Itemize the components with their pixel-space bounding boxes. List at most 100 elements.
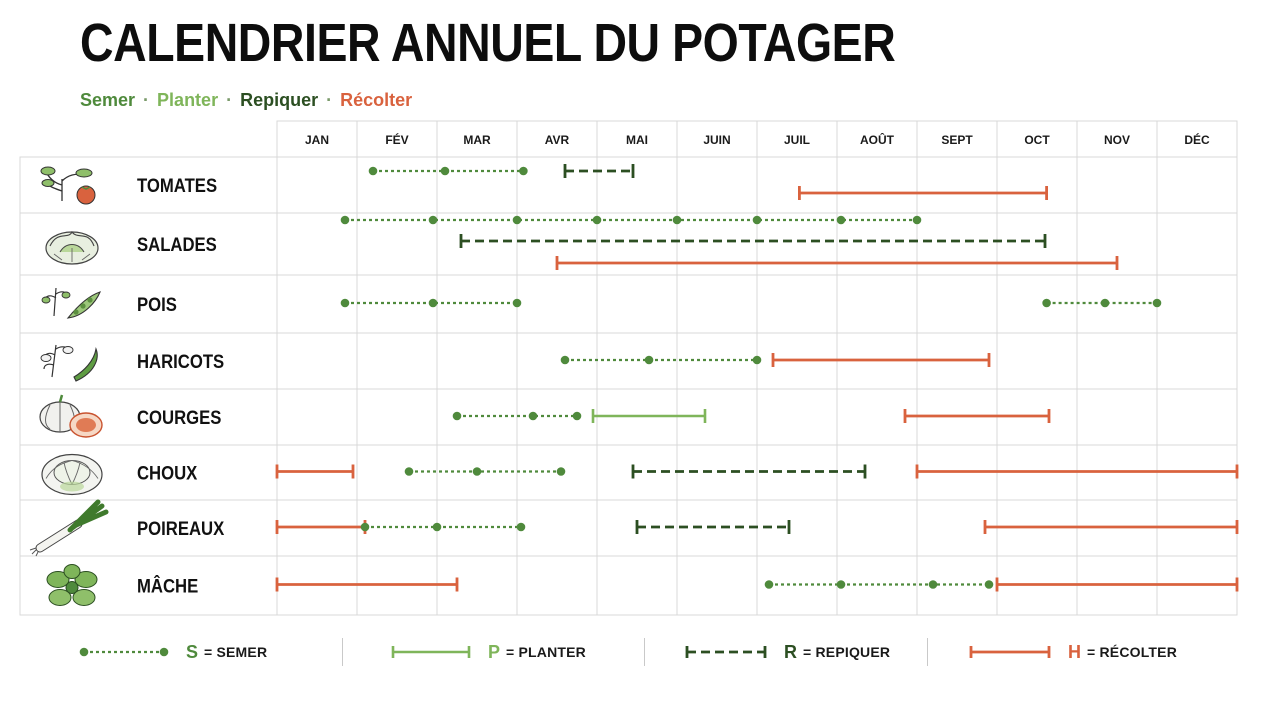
bar-semer [340,298,522,308]
bar-recolter [915,464,1239,479]
legend-item-planter: P = PLANTER [390,630,586,674]
lambs-lettuce-icon [46,564,98,606]
semer-point [340,215,350,225]
pea-icon [41,287,101,319]
semer-point [592,215,602,225]
legend-label-recolter: = RÉCOLTER [1087,644,1178,660]
legend-code-repiquer: R [784,641,797,662]
semer-point [428,215,438,225]
bar-recolter [903,409,1051,423]
bar-semer [368,166,528,176]
month-label: JAN [305,133,329,147]
month-label: JUIL [784,133,810,147]
bar-semer [404,467,566,476]
bar-recolter [798,186,1048,200]
bar-recolter [275,577,459,592]
bar-recolter [275,464,355,479]
subtitle-semer: Semer [80,90,136,110]
bar-recolter [995,577,1239,592]
month-label: AVR [545,133,570,147]
tomato-icon [40,166,96,205]
legend-divider [644,638,645,666]
legend-swatch-recolter [969,646,1051,658]
subtitle-repiquer: Repiquer [240,90,319,110]
semer-point [472,467,482,476]
semer-point [1042,298,1051,308]
subtitle-separator: · [143,90,150,110]
crop-label: POIREAUX [137,518,224,539]
bar-semer [340,215,922,225]
squash-icon [38,393,104,439]
month-label: AOÛT [860,132,895,147]
semer-point [1152,298,1162,308]
semer-point [752,215,762,225]
semer-point [764,580,774,589]
legend-item-recolter: H = RÉCOLTER [968,630,1177,674]
bar-recolter [275,520,367,534]
crop-label: SALADES [137,234,217,255]
month-label: NOV [1104,133,1130,147]
table-frame [19,156,1238,616]
semer-point [556,467,566,476]
crop-label: POIS [137,294,177,315]
legend-label-planter: = PLANTER [506,644,586,660]
semer-point [340,298,350,308]
legend-divider [342,638,343,666]
crop-label: TOMATES [137,175,217,196]
semer-point [432,522,442,532]
semer-point [528,411,538,421]
semer-point [440,166,450,176]
bar-semer [560,355,762,365]
semer-point [836,215,846,225]
semer-point [912,215,922,225]
bar-recolter [555,256,1119,270]
bar-semer [452,411,582,421]
bar-repiquer [459,234,1047,248]
semer-point [984,580,994,589]
bar-recolter [771,353,991,367]
month-label: MAR [463,133,491,147]
subtitle-recolter: Récolter [340,90,413,110]
semer-point [519,166,528,176]
semer-point [672,215,682,225]
legend-code-semer: S [186,641,199,662]
subtitle-separator: · [326,90,333,110]
legend-code-recolter: H [1068,641,1081,662]
semer-point [516,522,526,532]
bar-semer [764,580,994,589]
legend-item-semer: S = SEMER [78,630,267,674]
crop-label: MÂCHE [137,574,198,596]
legend-divider [927,638,928,666]
legend-swatch-repiquer [685,646,767,658]
legend-swatch-planter [391,646,471,658]
bean-icon [40,344,98,382]
month-label: FÉV [385,132,408,147]
bar-recolter [983,520,1239,534]
semer-point [404,467,414,476]
month-label: OCT [1024,133,1050,147]
legend-code-planter: P [488,641,501,662]
month-label: JUIN [703,133,730,147]
semer-point [1100,298,1110,308]
subtitle-legend: Semer · Planter · Repiquer · Récolter [80,90,412,111]
bar-semer [360,522,526,532]
legend-swatch-semer [79,647,169,657]
semer-point [644,355,654,365]
legend: S = SEMER P = PLANTER R = REPIQUER H = R… [0,630,1280,674]
semer-point [512,215,522,225]
month-label: DÉC [1184,132,1210,147]
legend-item-repiquer: R = REPIQUER [684,630,890,674]
calendar-chart: JAN FÉV MAR AVR MAI JUIN JUIL AOÛT SEPT OCT NOV DÉC… [19,120,1239,616]
crop-label: HARICOTS [137,351,224,372]
cabbage-icon [41,453,103,496]
semer-point [360,522,370,532]
crop-label: COURGES [137,407,222,428]
leek-icon [30,502,106,556]
bar-repiquer [635,520,791,534]
lettuce-icon [45,231,99,265]
semer-point [560,355,570,365]
subtitle-separator: · [226,90,233,110]
month-label: SEPT [941,133,973,147]
legend-label-repiquer: = REPIQUER [803,644,891,660]
legend-label-semer: = SEMER [204,644,268,660]
